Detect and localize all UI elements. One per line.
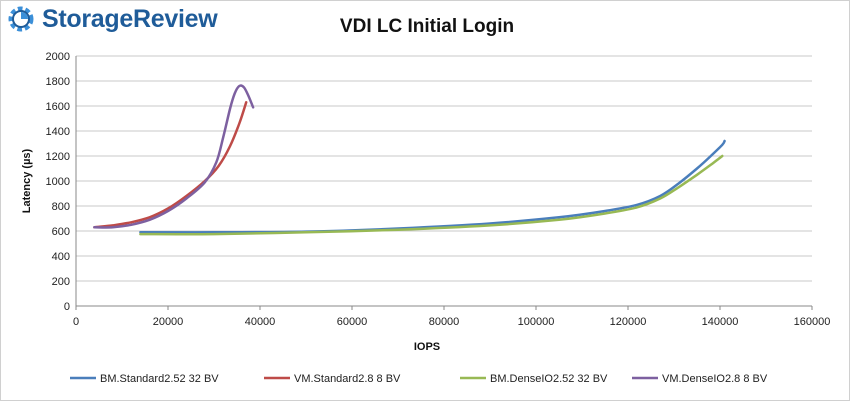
y-tick-label: 1200 (46, 151, 70, 163)
x-tick-label: 60000 (337, 316, 368, 328)
legend: BM.Standard2.52 32 BV VM.Standard2.8 8 BV… (70, 373, 768, 385)
legend-label: BM.DenseIO2.52 32 BV (490, 373, 608, 385)
y-tick-label: 800 (52, 201, 70, 213)
x-tick-labels: 0 20000 40000 60000 80000 100000 120000 140000 1… (73, 316, 830, 328)
x-tick-label: 100000 (518, 316, 555, 328)
x-tick-label: 0 (73, 316, 79, 328)
legend-label: VM.Standard2.8 8 BV (294, 373, 401, 385)
x-tick-label: 140000 (702, 316, 739, 328)
x-tick-label: 120000 (610, 316, 647, 328)
x-tick-label: 20000 (153, 316, 184, 328)
x-tick-label: 40000 (245, 316, 276, 328)
y-tick-label: 0 (64, 301, 70, 313)
y-tick-label: 1800 (46, 76, 70, 88)
x-axis-label: IOPS (414, 341, 440, 353)
series-line-3 (139, 154, 724, 236)
series-lines (93, 84, 726, 236)
x-tick-label: 160000 (794, 316, 831, 328)
y-axis-label: Latency (µs) (21, 148, 33, 213)
series-line-1 (139, 139, 726, 234)
brand-logo: StorageReview (6, 4, 218, 34)
y-tick-label: 600 (52, 226, 70, 238)
series-line-4 (93, 84, 255, 229)
chart-title: VDI LC Initial Login (340, 16, 514, 37)
gridlines (76, 55, 812, 307)
axes (75, 56, 813, 310)
y-tick-labels: 0 200 400 600 800 1000 1200 1400 1600 1800 2000 (46, 51, 70, 313)
y-tick-label: 200 (52, 276, 70, 288)
y-tick-label: 2000 (46, 51, 70, 63)
legend-label: VM.DenseIO2.8 8 BV (662, 373, 768, 385)
y-tick-label: 1400 (46, 126, 70, 138)
x-tick-label: 80000 (429, 316, 460, 328)
brand-gear-icon (8, 6, 34, 32)
brand-name: StorageReview (42, 4, 218, 33)
legend-label: BM.Standard2.52 32 BV (100, 373, 219, 385)
y-tick-label: 400 (52, 251, 70, 263)
y-tick-label: 1000 (46, 176, 70, 188)
y-tick-label: 1600 (46, 101, 70, 113)
series-line-2 (93, 101, 248, 229)
